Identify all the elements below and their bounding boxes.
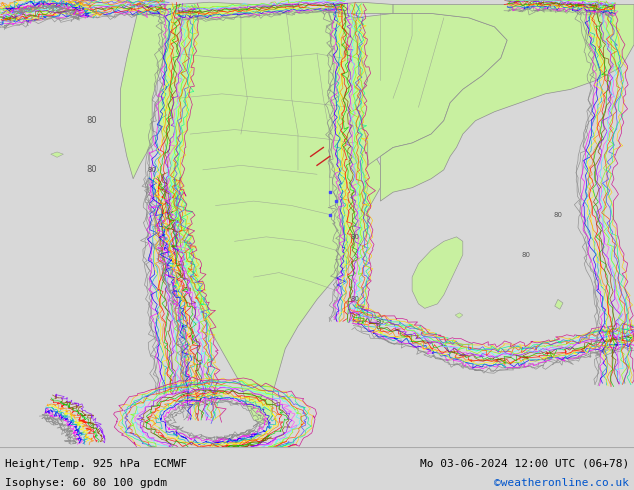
Polygon shape: [330, 2, 393, 13]
Polygon shape: [412, 237, 463, 308]
Polygon shape: [51, 152, 63, 157]
Text: 80: 80: [351, 296, 359, 302]
Text: Isophyse: 60 80 100 gpdm: Isophyse: 60 80 100 gpdm: [5, 478, 167, 488]
Polygon shape: [555, 299, 563, 309]
Text: 80: 80: [87, 116, 97, 125]
Polygon shape: [455, 313, 463, 318]
Text: 80: 80: [522, 252, 531, 258]
Text: 80: 80: [376, 319, 385, 325]
Text: Height/Temp. 925 hPa  ECMWF: Height/Temp. 925 hPa ECMWF: [5, 459, 187, 469]
Polygon shape: [355, 13, 507, 165]
Polygon shape: [158, 2, 380, 424]
Text: 80: 80: [87, 165, 97, 174]
Text: Mo 03-06-2024 12:00 UTC (06+78): Mo 03-06-2024 12:00 UTC (06+78): [420, 459, 629, 469]
Text: ©weatheronline.co.uk: ©weatheronline.co.uk: [494, 478, 629, 488]
Text: 80: 80: [351, 234, 359, 240]
Text: 80: 80: [148, 167, 157, 173]
Polygon shape: [120, 4, 178, 179]
Polygon shape: [380, 4, 634, 201]
Text: 80: 80: [553, 212, 562, 218]
